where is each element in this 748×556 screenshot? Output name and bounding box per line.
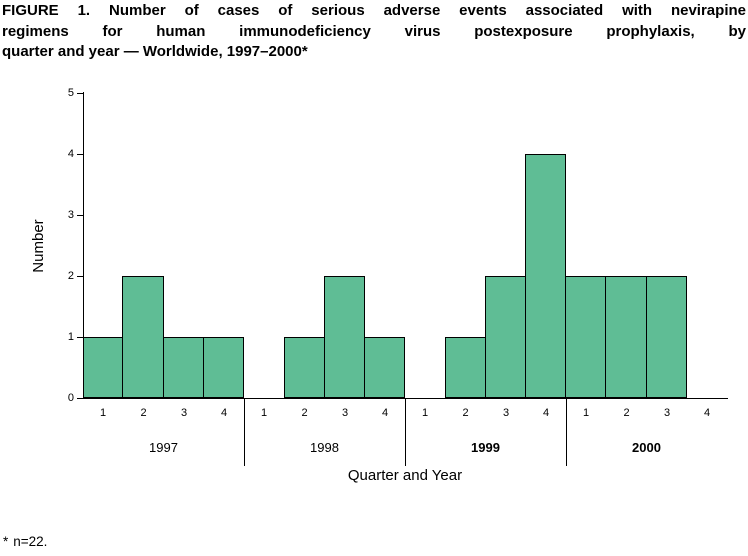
x-year-label: 2000: [632, 440, 661, 455]
bar-1997-q3: [163, 337, 204, 398]
x-axis-label: Quarter and Year: [347, 467, 463, 484]
x-quarter-label: 1: [99, 407, 107, 419]
y-tick-label: 4: [67, 148, 74, 160]
bar-1997-q1: [83, 337, 123, 398]
bar-2000-q2: [605, 276, 647, 398]
x-quarter-label: 2: [462, 407, 469, 419]
figure-title-line-1: FIGURE 1. Number of cases of serious adv…: [2, 2, 746, 19]
x-quarter-label: 3: [341, 407, 349, 419]
figure-title: FIGURE 1. Number of cases of serious adv…: [2, 1, 746, 63]
figure-title-line-3: quarter and year — Worldwide, 1997–2000*: [2, 43, 308, 60]
year-separator: [405, 398, 406, 466]
x-quarter-label: 2: [140, 407, 147, 419]
bar-1998-q2: [284, 337, 325, 398]
bar-2000-q3: [646, 276, 687, 398]
x-quarter-label: 2: [301, 407, 308, 419]
x-quarter-label: 4: [220, 407, 228, 419]
y-tick-label: 3: [67, 209, 74, 221]
x-quarter-label: 3: [180, 407, 188, 419]
bar-1997-q4: [203, 337, 244, 398]
x-quarter-label: 3: [663, 407, 671, 419]
x-quarter-label: 2: [623, 407, 630, 419]
x-year-label: 1997: [149, 440, 178, 455]
bar-1999-q4: [525, 154, 566, 398]
y-tick: [77, 398, 83, 399]
bar-1998-q4: [364, 337, 405, 398]
year-separator: [244, 398, 245, 466]
x-quarter-label: 4: [542, 407, 550, 419]
y-tick: [77, 215, 83, 216]
x-quarter-label: 4: [703, 407, 711, 419]
footnote-marker: *: [3, 534, 9, 549]
y-tick-label: 5: [67, 87, 74, 99]
x-year-label: 1999: [471, 440, 500, 455]
footnote-text: n=22.: [13, 534, 48, 549]
footnote: * n=22.: [3, 534, 47, 549]
bar-1998-q3: [324, 276, 365, 398]
y-tick: [77, 337, 83, 338]
y-tick: [77, 154, 83, 155]
x-quarter-label: 1: [582, 407, 590, 419]
bar-1997-q2: [122, 276, 164, 398]
y-tick-label: 1: [67, 331, 74, 343]
y-tick: [77, 276, 83, 277]
x-quarter-label: 1: [421, 407, 429, 419]
x-quarter-label: 3: [502, 407, 510, 419]
x-quarter-label: 1: [260, 407, 268, 419]
y-tick: [77, 93, 83, 94]
y-tick-label: 0: [67, 392, 74, 404]
year-separator: [566, 398, 567, 466]
figure-title-line-2: regimens for human immunodeficiency viru…: [2, 22, 746, 40]
bar-2000-q1: [565, 276, 606, 398]
y-tick-label: 2: [67, 270, 74, 282]
x-quarter-label: 4: [381, 407, 389, 419]
x-year-label: 1998: [310, 440, 339, 455]
bar-1999-q3: [485, 276, 526, 398]
y-axis-line: [83, 92, 84, 399]
bar-1999-q2: [445, 337, 486, 398]
